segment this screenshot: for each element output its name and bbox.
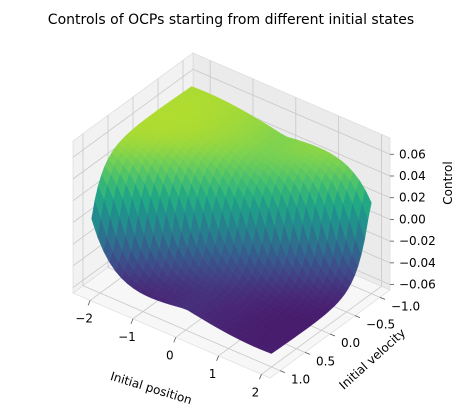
y-grid-line [82, 285, 281, 372]
z-tick-label: −0.04 [399, 256, 436, 270]
x-axis-label: Initial position [109, 369, 194, 407]
x-tick-label: 0 [166, 348, 174, 362]
y-tick-label: −1.0 [391, 299, 420, 313]
x-tick-mark [216, 355, 219, 361]
x-tick-mark [259, 374, 262, 380]
x-tick-mark [173, 337, 177, 343]
z-grid-line [72, 68, 194, 158]
y-tick-label: 0.5 [316, 354, 335, 368]
y-tick-label: −0.5 [366, 318, 395, 332]
surface-plot [91, 86, 372, 354]
y-tick-label: 0.0 [341, 336, 360, 350]
x-tick-label: 1 [209, 367, 217, 381]
x-tick-mark [87, 300, 91, 306]
axis-ticks: −2 −1 0 1 2 −1.0 −0.5 0.0 0.5 1.0 −0.06 −0.04 −0.02 0… [75, 147, 436, 399]
z-grid-line [192, 68, 391, 155]
z-tick-label: 0.06 [399, 147, 426, 161]
y-tick-label: 1.0 [291, 373, 310, 387]
y-tick-mark [354, 315, 361, 319]
z-tick-label: 0.00 [399, 212, 426, 226]
chart-title: Controls of OCPs starting from different… [48, 12, 414, 28]
z-tick-label: −0.06 [399, 278, 436, 292]
y-tick-mark [379, 296, 386, 300]
x-tick-label: −2 [75, 311, 93, 325]
x-tick-label: 2 [252, 385, 260, 399]
x-tick-mark [130, 318, 134, 325]
x-tick-label: −1 [118, 330, 136, 344]
y-tick-mark [304, 351, 311, 355]
y-tick-mark [329, 333, 336, 337]
z-tick-label: 0.02 [399, 191, 426, 205]
surface-patch [361, 189, 372, 220]
z-axis-label: Control [441, 161, 455, 204]
z-tick-label: −0.02 [399, 234, 436, 248]
z-tick-label: 0.04 [399, 169, 426, 183]
y-tick-mark [279, 370, 286, 374]
